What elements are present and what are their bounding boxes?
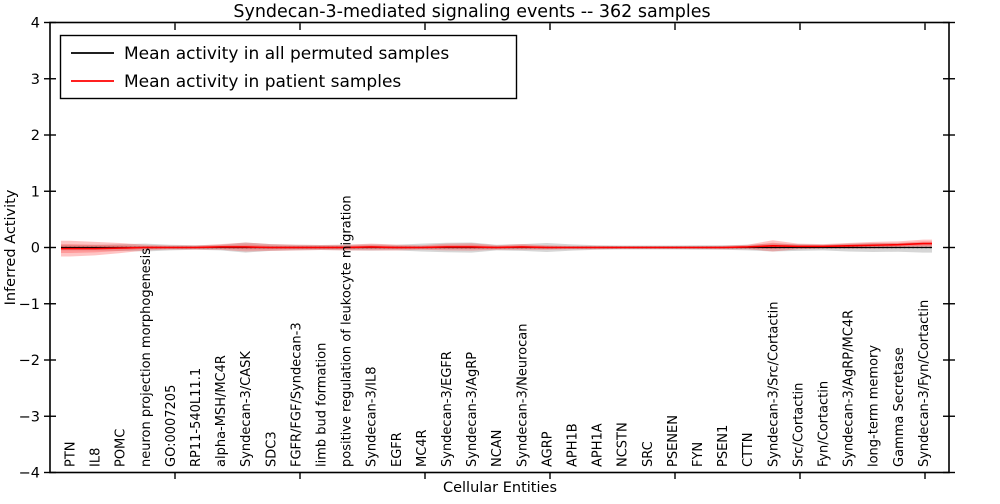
- x-category-label: long-term memory: [867, 345, 882, 467]
- x-category-label: Gamma Secretase: [892, 347, 907, 467]
- y-tick-label: 4: [31, 16, 40, 32]
- x-category-label: Syndecan-3/AgRP: [465, 352, 480, 467]
- x-category-label: PTN: [64, 441, 79, 467]
- x-category-label: positive regulation of leukocyte migrati…: [340, 195, 355, 467]
- x-category-label: FGFR/FGF/Syndecan-3: [289, 322, 304, 467]
- y-tick-label: −4: [19, 466, 40, 482]
- x-category-label: Syndecan-3/EGFR: [440, 351, 455, 467]
- x-category-label: IL8: [89, 448, 104, 467]
- chart-title: Syndecan-3-mediated signaling events -- …: [233, 2, 710, 22]
- x-category-label: FYN: [691, 442, 706, 467]
- legend-label-permuted: Mean activity in all permuted samples: [124, 44, 449, 64]
- x-category-label: Fyn/Cortactin: [817, 381, 832, 467]
- x-category-label: APH1B: [566, 423, 581, 467]
- y-tick-label: −2: [19, 353, 40, 369]
- patient-mean-line: [61, 242, 932, 250]
- x-category-label: PSEN1: [716, 425, 731, 467]
- x-category-label: POMC: [114, 429, 129, 467]
- x-category-label: NCAN: [490, 430, 505, 467]
- x-category-label: GO:0007205: [164, 385, 179, 467]
- x-category-label: Syndecan-3/AgRP/MC4R: [842, 310, 857, 467]
- y-tick-label: 2: [31, 128, 40, 144]
- x-category-label: PSENEN: [666, 415, 681, 467]
- legend: Mean activity in all permuted samples Me…: [59, 34, 518, 100]
- x-category-label: Syndecan-3/Neurocan: [515, 324, 530, 467]
- x-category-label: Syndecan-3/CASK: [239, 351, 254, 467]
- legend-label-patient: Mean activity in patient samples: [124, 72, 401, 92]
- x-category-label: SDC3: [264, 431, 279, 467]
- x-category-label: neuron projection morphogenesis: [139, 248, 154, 467]
- x-category-label: EGFR: [390, 432, 405, 467]
- x-category-label: alpha-MSH/MC4R: [214, 355, 229, 467]
- plot-frame: [49, 21, 950, 474]
- x-category-label: Syndecan-3/Src/Cortactin: [766, 301, 781, 467]
- x-category-label: limb bud formation: [315, 343, 330, 467]
- x-category-label: MC4R: [415, 429, 430, 467]
- y-tick-label: 1: [31, 184, 40, 200]
- y-tick-label: −1: [19, 297, 40, 313]
- x-axis-label: Cellular Entities: [443, 480, 557, 496]
- x-category-label: APH1A: [591, 423, 606, 467]
- y-tick-label: −3: [19, 409, 40, 425]
- x-category-label: CTTN: [741, 433, 756, 467]
- x-category-label: SRC: [641, 441, 656, 467]
- x-category-label: Syndecan-3/IL8: [365, 367, 380, 467]
- x-category-labels: PTN IL8 POMC neuron projection morphogenesi…: [64, 195, 932, 467]
- x-category-label: NCSTN: [616, 422, 631, 467]
- y-axis-label: Inferred Activity: [3, 189, 19, 305]
- x-category-label: Src/Cortactin: [791, 383, 806, 467]
- y-tick-label: 0: [31, 241, 40, 257]
- legend-box: [59, 34, 518, 100]
- x-category-label: AGRP: [540, 431, 555, 467]
- series-lines: [61, 242, 932, 250]
- x-axis-ticks: [174, 23, 926, 479]
- y-tick-label: 3: [31, 72, 40, 88]
- x-category-label: RP11-540L11.1: [189, 368, 204, 467]
- x-category-label: Syndecan-3/Fyn/Cortactin: [917, 300, 932, 467]
